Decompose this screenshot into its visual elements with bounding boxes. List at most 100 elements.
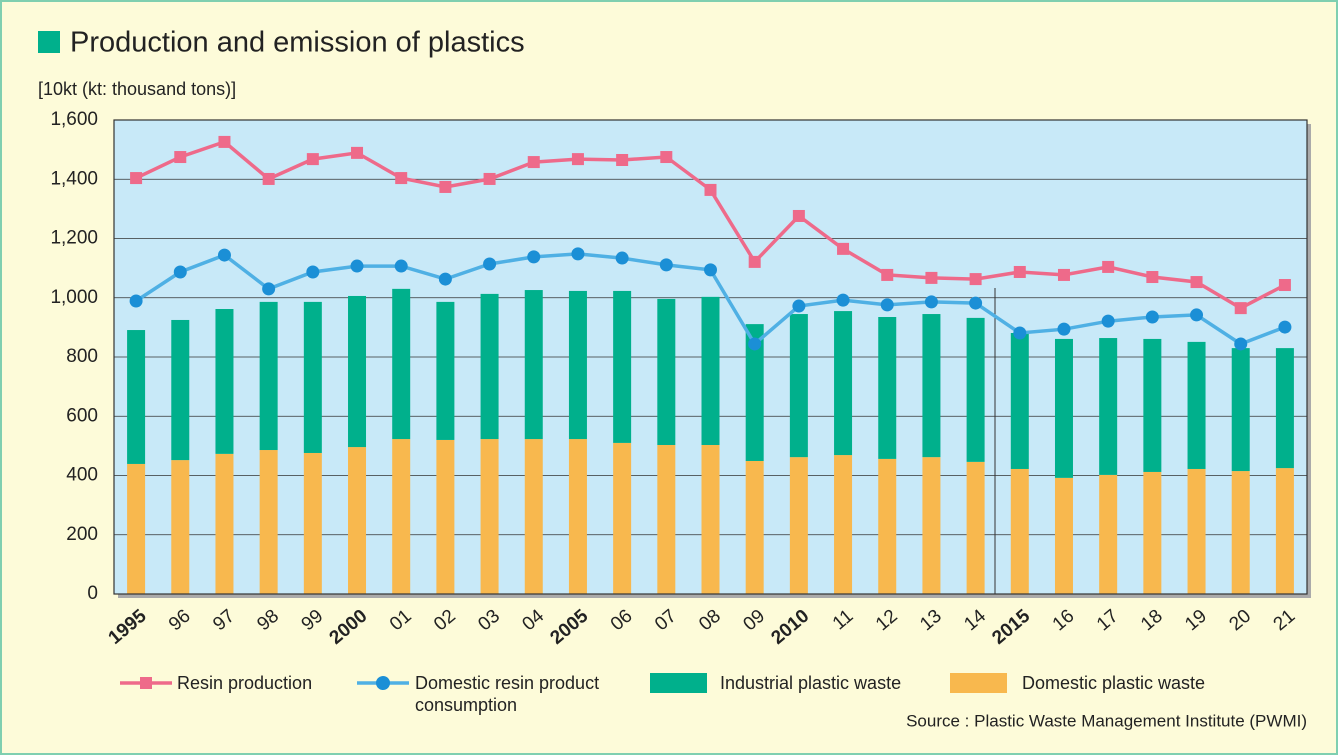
marker xyxy=(969,273,982,286)
marker xyxy=(1101,314,1115,328)
marker xyxy=(571,247,585,261)
y-tick-label: 200 xyxy=(66,524,98,545)
bar-segment xyxy=(171,319,190,461)
bar-segment xyxy=(1010,333,1029,469)
bar-segment xyxy=(348,295,367,448)
marker xyxy=(1013,265,1026,278)
marker xyxy=(350,259,364,273)
marker xyxy=(660,151,673,164)
bar-segment xyxy=(259,301,278,451)
bar-segment xyxy=(259,450,278,594)
marker xyxy=(527,156,540,169)
x-tick-label: 01 xyxy=(386,606,416,636)
swatch xyxy=(950,673,1007,693)
marker xyxy=(1013,326,1027,340)
bar-segment xyxy=(1054,477,1073,594)
y-tick-label: 0 xyxy=(87,583,98,604)
x-tick-label: 98 xyxy=(253,606,283,636)
marker xyxy=(704,263,717,277)
x-tick-label: 18 xyxy=(1137,606,1167,636)
bar-segment xyxy=(657,444,676,594)
x-tick-label: 20 xyxy=(1225,606,1255,636)
bar-segment xyxy=(745,324,764,461)
bar-segment xyxy=(1231,348,1250,472)
swatch-marker xyxy=(376,676,390,690)
bar-segment xyxy=(171,460,190,594)
bar-segment xyxy=(1143,338,1162,472)
marker xyxy=(1278,320,1292,334)
marker xyxy=(351,146,364,159)
legend-label: Domestic plastic waste xyxy=(1022,673,1206,693)
marker xyxy=(571,153,584,166)
marker xyxy=(262,282,276,296)
bar-segment xyxy=(215,309,234,454)
bar-segment xyxy=(392,288,411,440)
marker xyxy=(748,255,761,268)
marker xyxy=(836,293,850,307)
swatch-marker xyxy=(140,677,152,689)
x-tick-label: 97 xyxy=(209,606,239,636)
marker xyxy=(792,209,805,222)
x-tick-label: 07 xyxy=(651,606,681,636)
bar-segment xyxy=(480,439,499,594)
marker xyxy=(748,337,762,351)
marker xyxy=(1145,310,1159,324)
swatch xyxy=(650,673,707,693)
bar-segment xyxy=(834,311,853,456)
bar-segment xyxy=(922,314,941,458)
x-tick-label: 12 xyxy=(872,606,902,636)
bar-segment xyxy=(701,444,720,594)
marker xyxy=(616,153,629,166)
bar-segment xyxy=(1010,468,1029,594)
legend-swatch xyxy=(950,673,1007,693)
bar-segment xyxy=(1099,474,1118,594)
bar-segment xyxy=(215,453,234,594)
legend-label: Domestic resin product consumption xyxy=(415,673,600,715)
bar-segment xyxy=(878,458,897,594)
bar-segment xyxy=(568,290,587,440)
marker xyxy=(395,172,408,185)
bar-segment xyxy=(1275,348,1294,469)
marker xyxy=(130,172,143,185)
bar-segment xyxy=(1054,338,1073,478)
bar-segment xyxy=(966,461,985,594)
bar-segment xyxy=(1187,468,1206,594)
bar-segment xyxy=(789,314,808,458)
x-tick-label: 2010 xyxy=(767,606,813,649)
x-tick-label: 21 xyxy=(1270,606,1300,636)
marker xyxy=(1278,279,1291,292)
marker xyxy=(439,180,452,193)
bar-segment xyxy=(1231,471,1250,594)
legend-swatch xyxy=(650,673,707,693)
marker xyxy=(1057,322,1071,336)
bar-segment xyxy=(127,463,146,594)
x-tick-label: 99 xyxy=(298,606,328,636)
marker xyxy=(306,265,320,279)
legend-swatch xyxy=(357,676,409,690)
y-tick-label: 1,600 xyxy=(50,109,98,130)
bar-segment xyxy=(303,301,322,453)
bar-segment xyxy=(613,442,632,594)
marker xyxy=(881,268,894,281)
y-tick-label: 800 xyxy=(66,346,98,367)
x-tick-label: 96 xyxy=(165,606,195,636)
marker xyxy=(1190,276,1203,289)
legend-swatch xyxy=(120,677,172,689)
bar-segment xyxy=(745,460,764,594)
marker xyxy=(792,299,806,313)
marker xyxy=(129,294,143,308)
bar-segment xyxy=(878,317,897,459)
marker xyxy=(217,248,231,262)
bar-segment xyxy=(348,447,367,594)
bar-segment xyxy=(303,452,322,594)
plot-border xyxy=(113,119,1308,595)
marker xyxy=(969,296,983,310)
x-tick-label: 04 xyxy=(519,605,549,635)
bar-segment xyxy=(1143,471,1162,594)
marker xyxy=(615,251,629,265)
bar-segment xyxy=(1187,341,1206,469)
marker xyxy=(925,271,938,284)
bar-segment xyxy=(922,457,941,594)
